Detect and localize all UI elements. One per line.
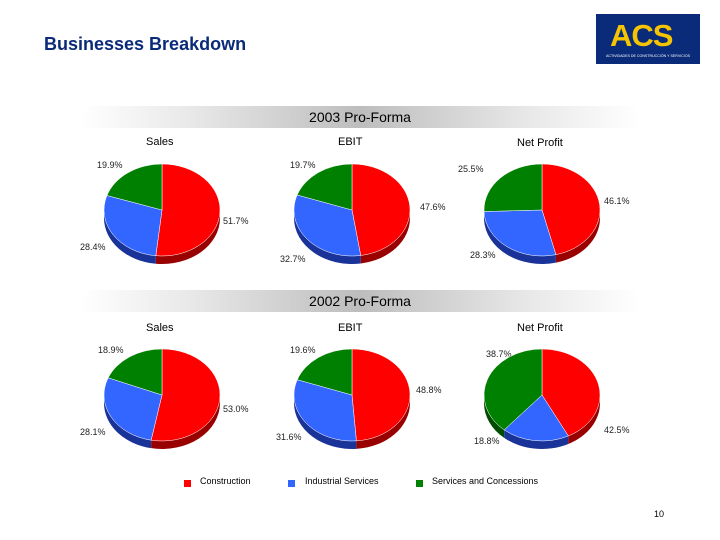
data-label-netprofit-2003-services: 25.5% <box>458 164 484 174</box>
chart-title-sales-2002: Sales <box>146 322 174 334</box>
pie-slice-construction <box>351 163 411 256</box>
data-label-sales-2003-construction: 51.7% <box>223 216 249 226</box>
pie-slice-services <box>483 163 543 212</box>
legend-label-construction: Construction <box>200 476 251 486</box>
pie-slice-services <box>296 348 353 396</box>
legend-swatch-services-concessions <box>416 480 423 487</box>
pie-side-industrial <box>484 211 556 264</box>
pie-side-industrial <box>504 429 569 449</box>
pie-side-industrial <box>104 210 156 264</box>
pie-side-construction <box>568 395 600 444</box>
chart-title-ebit-2003: EBIT <box>338 136 363 148</box>
pie-slice-construction <box>541 163 601 255</box>
pie-slice-construction <box>155 163 221 257</box>
data-label-sales-2003-industrial: 28.4% <box>80 242 106 252</box>
pie-side-construction <box>151 395 220 450</box>
pie-ebit-2003 <box>293 163 411 264</box>
chart-title-netprofit-2003: Net Profit <box>517 137 563 149</box>
legend-label-industrial-services: Industrial Services <box>305 476 379 486</box>
data-label-ebit-2003-services: 19.7% <box>290 160 316 170</box>
pie-slice-services <box>483 348 543 431</box>
pie-slice-industrial <box>293 194 362 257</box>
pie-side-industrial <box>294 395 357 449</box>
legend-swatch-industrial-services <box>288 480 295 487</box>
data-label-netprofit-2002-construction: 42.5% <box>604 425 630 435</box>
data-label-netprofit-2002-services: 38.7% <box>486 349 512 359</box>
page-number: 10 <box>654 509 665 519</box>
pie-side-services <box>484 395 505 438</box>
data-label-sales-2002-industrial: 28.1% <box>80 427 106 437</box>
data-label-sales-2002-services: 18.9% <box>98 345 124 355</box>
pie-side-construction <box>360 210 410 264</box>
pie-slice-construction <box>351 348 411 442</box>
pie-side-industrial <box>104 395 152 449</box>
data-label-netprofit-2002-industrial: 18.8% <box>474 436 500 446</box>
legend-label-services-concessions: Services and Concessions <box>432 476 539 486</box>
pie-ebit-2002 <box>293 348 411 449</box>
pie-slice-services <box>106 163 163 211</box>
pie-slice-industrial <box>503 394 569 442</box>
data-label-sales-2002-construction: 53.0% <box>223 404 249 414</box>
pie-sales-2003 <box>103 163 221 264</box>
chart-title-ebit-2002: EBIT <box>338 322 363 334</box>
pie-slice-industrial <box>103 377 163 441</box>
data-label-ebit-2003-construction: 47.6% <box>420 202 446 212</box>
pie-side-construction <box>555 210 600 263</box>
chart-title-netprofit-2002: Net Profit <box>517 322 563 334</box>
pie-side-construction <box>155 210 220 264</box>
pie-slice-industrial <box>103 195 163 257</box>
chart-title-sales-2003: Sales <box>146 136 174 148</box>
pie-slice-construction <box>150 348 221 442</box>
data-label-ebit-2002-construction: 48.8% <box>416 385 442 395</box>
data-label-ebit-2002-industrial: 31.6% <box>276 432 302 442</box>
section-heading-2002: 2002 Pro-Forma <box>309 293 411 309</box>
acs-logo: ACS ACTIVIDADES DE CONSTRUCCIÓN Y SERVIC… <box>596 14 700 64</box>
pie-slice-services <box>296 163 353 211</box>
data-label-netprofit-2003-construction: 46.1% <box>604 196 630 206</box>
page-title: Businesses Breakdown <box>44 34 247 54</box>
section-heading-2003: 2003 Pro-Forma <box>309 109 411 125</box>
pie-netprofit-2003 <box>483 163 601 264</box>
pie-slice-industrial <box>483 209 557 257</box>
data-label-netprofit-2003-industrial: 28.3% <box>470 250 496 260</box>
pie-slice-construction <box>541 348 601 437</box>
pie-netprofit-2002 <box>483 348 601 449</box>
pie-slice-services <box>107 348 163 396</box>
data-label-ebit-2003-industrial: 32.7% <box>280 254 306 264</box>
section-header-2003: 2003 Pro-Forma <box>80 106 640 128</box>
section-header-2002: 2002 Pro-Forma <box>80 290 640 312</box>
data-label-ebit-2002-services: 19.6% <box>290 345 316 355</box>
pie-sales-2002 <box>103 348 221 450</box>
pie-side-industrial <box>294 210 361 264</box>
data-label-sales-2003-services: 19.9% <box>97 160 123 170</box>
pie-slice-industrial <box>293 379 357 442</box>
legend-swatch-construction <box>184 480 191 487</box>
